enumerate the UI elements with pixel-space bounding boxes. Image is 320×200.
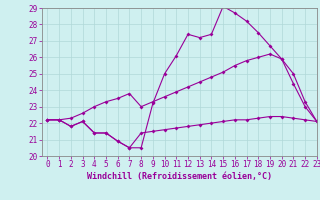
X-axis label: Windchill (Refroidissement éolien,°C): Windchill (Refroidissement éolien,°C): [87, 172, 272, 181]
